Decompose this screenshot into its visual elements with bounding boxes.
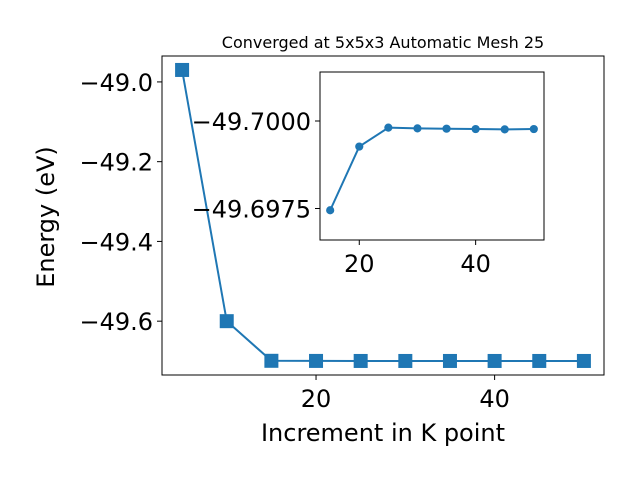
inset-data-point bbox=[355, 142, 364, 151]
data-point bbox=[487, 353, 502, 368]
data-point bbox=[532, 353, 547, 368]
y-tick-label: −49.4 bbox=[79, 228, 153, 256]
inset-y-tick-label: −49.7000 bbox=[192, 108, 311, 136]
inset-x-tick-label: 20 bbox=[344, 250, 375, 278]
inset-plot: 20 40 −49.7000 −49.6975 bbox=[192, 71, 545, 278]
inset-axes-frame bbox=[319, 71, 545, 241]
x-tick-label: 20 bbox=[301, 385, 332, 413]
data-point bbox=[264, 353, 279, 368]
inset-x-tick-label: 40 bbox=[460, 250, 491, 278]
inset-series-line bbox=[329, 126, 534, 211]
inset-data-point bbox=[529, 124, 538, 134]
y-axis-title: Energy (eV) bbox=[32, 146, 60, 288]
inset-data-point bbox=[326, 206, 335, 215]
inset-data-point bbox=[500, 125, 509, 134]
series-line bbox=[181, 69, 584, 362]
x-axis-title: Increment in K point bbox=[261, 419, 505, 447]
y-tick-label: −49.6 bbox=[79, 308, 153, 336]
x-tick-label: 40 bbox=[479, 385, 510, 413]
y-tick-label: −49.0 bbox=[79, 69, 153, 97]
chart-title: Converged at 5x5x3 Automatic Mesh 25 bbox=[222, 33, 544, 52]
inset-data-point bbox=[413, 124, 422, 133]
data-point bbox=[219, 314, 234, 329]
data-point bbox=[442, 353, 457, 368]
y-tick-label: −49.2 bbox=[79, 149, 153, 177]
inset-y-tick-label: −49.6975 bbox=[192, 196, 311, 224]
data-point bbox=[175, 62, 190, 77]
data-point bbox=[353, 353, 368, 368]
data-point bbox=[309, 353, 324, 368]
inset-data-point bbox=[471, 124, 480, 134]
inset-data-point bbox=[442, 124, 451, 133]
data-point bbox=[576, 353, 591, 368]
inset-data-point bbox=[384, 123, 393, 132]
data-point bbox=[398, 353, 413, 368]
